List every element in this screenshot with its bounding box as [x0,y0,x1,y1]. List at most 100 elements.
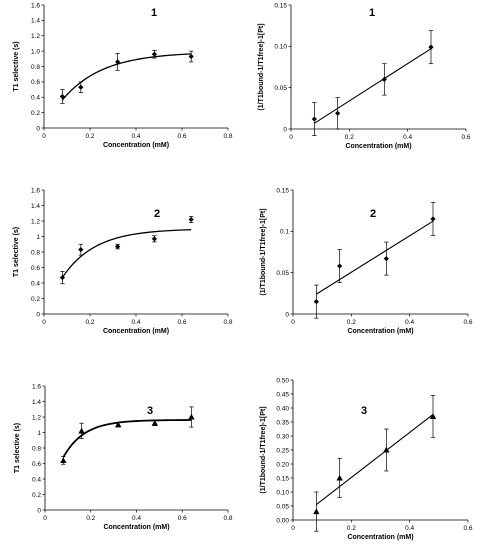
y-tick-label: 0 [36,125,40,132]
y-tick-label: 0.8 [32,445,41,452]
y-tick-label: 0.00 [276,517,289,524]
chart-title: 3 [147,405,153,417]
data-point [78,247,84,253]
data-point [311,116,317,122]
x-tick-label: 0.2 [347,525,356,532]
data-point [78,84,84,90]
x-tick-label: 0.4 [131,319,140,326]
y-tick-label: 0.2 [31,110,40,117]
x-axis-label: Concentration (mM) [103,524,169,531]
y-tick-label: 0 [285,311,289,318]
y-tick-label: 0 [36,311,40,318]
y-tick-label: 0.4 [32,476,41,483]
y-tick-label: 0 [37,507,41,514]
data-point [337,263,343,269]
y-tick-label: 0.35 [276,419,289,426]
y-tick-label: 1 [37,430,41,437]
x-tick-label: 0 [291,319,295,326]
data-point [78,427,85,434]
y-axis-label: T1 selective (s) [13,41,20,91]
x-tick-label: 0.8 [223,515,232,522]
data-point [188,216,194,223]
x-axis-label: Concentration (mM) [347,534,413,541]
y-tick-label: 1 [36,234,40,241]
y-axis-label: T1 selective (s) [14,423,21,473]
y-axis-label: (1/T1bound-1/T1free)-1[Pt] [258,23,265,110]
y-tick-label: 0.40 [276,405,289,412]
data-point [313,508,320,515]
x-tick-label: 0.8 [223,133,232,140]
x-tick-label: 0 [291,525,295,532]
y-tick-label: 1.2 [32,414,41,421]
data-point [313,299,319,305]
y-tick-label: 1.6 [31,2,40,9]
chart-title: 2 [370,208,376,220]
y-tick-label: 0.45 [276,391,289,398]
y-tick-label: 1.4 [31,18,40,25]
x-tick-label: 0.6 [177,319,186,326]
x-tick-label: 0.6 [463,525,472,532]
y-tick-label: 0.10 [274,44,287,51]
x-axis-label: Concentration (mM) [103,142,169,149]
x-axis-label: Concentration (mM) [103,328,169,335]
y-tick-label: 0.1 [280,229,289,236]
data-point [151,236,157,242]
y-tick-label: 0.6 [31,79,40,86]
x-axis-label: Concentration (mM) [345,143,411,150]
data-point [428,44,434,50]
x-tick-label: 0 [43,515,47,522]
y-tick-label: 1.4 [32,399,41,406]
chart-title: 1 [151,7,157,19]
data-point [188,53,194,60]
data-point [59,274,65,281]
data-point [151,51,157,57]
fit-line [315,413,434,506]
y-tick-label: 0.2 [32,492,41,499]
y-tick-label: 0.05 [274,85,287,92]
y-tick-label: 0.15 [276,187,289,194]
y-axis-label: T1 selective (s) [13,227,20,277]
data-point [115,59,121,65]
data-point [188,413,195,420]
x-tick-label: 0.4 [403,134,412,141]
x-axis-label: Concentration (mM) [347,328,413,335]
y-tick-label: 0.05 [276,503,289,510]
data-point [383,446,390,453]
y-tick-label: 0.4 [31,280,40,287]
chart-1: 0 0.2 0.4 0.6 0.8 1.0 1.2 1.4 1.6 0 0.2 0.4 0.6 0.8 Co… [13,2,233,149]
x-tick-label: 0.6 [177,133,186,140]
data-point [430,216,436,222]
y-tick-label: 1.6 [32,383,41,390]
x-tick-label: 0.2 [347,319,356,326]
data-point [115,421,122,428]
y-tick-label: 0.50 [276,377,289,384]
data-point [383,256,389,262]
x-tick-label: 0.6 [178,515,187,522]
x-tick-label: 0.2 [85,319,94,326]
x-tick-label: 0.2 [85,133,94,140]
chart-title: 3 [361,405,367,417]
x-tick-label: 0 [42,133,46,140]
chart-6: 0.000.050.100.150.200.250.300.350.400.45… [260,377,473,541]
x-tick-label: 0 [289,134,293,141]
y-tick-label: 1.4 [31,203,40,210]
fit-curve [61,53,192,101]
y-tick-label: 1.6 [31,187,40,194]
fit-curve [61,229,192,278]
y-tick-label: 0.30 [276,433,289,440]
y-tick-label: 0.6 [32,461,41,468]
y-tick-label: 0.15 [274,2,287,9]
y-tick-label: 0.6 [31,265,40,272]
x-tick-label: 0.6 [461,134,470,141]
x-tick-label: 0.4 [131,133,140,140]
y-tick-label: 0.20 [276,461,289,468]
y-tick-label: 1.0 [31,48,40,55]
y-axis-label: (1/T1bound-1/T1free)-1[Pt] [260,208,267,295]
chart-title: 1 [369,7,375,19]
x-tick-label: 0.8 [223,319,232,326]
chart-5: 0 0.2 0.4 0.6 0.8 1 1.2 1.4 1.6 0 0.2 0.4 0.6 0.8 Conc… [14,383,233,531]
y-tick-label: 1.2 [31,218,40,225]
y-tick-label: 0.2 [31,296,40,303]
chart-4: 0 0.05 0.1 0.15 0 0.2 0.4 0.6 Concentration (mM)… [260,187,473,335]
